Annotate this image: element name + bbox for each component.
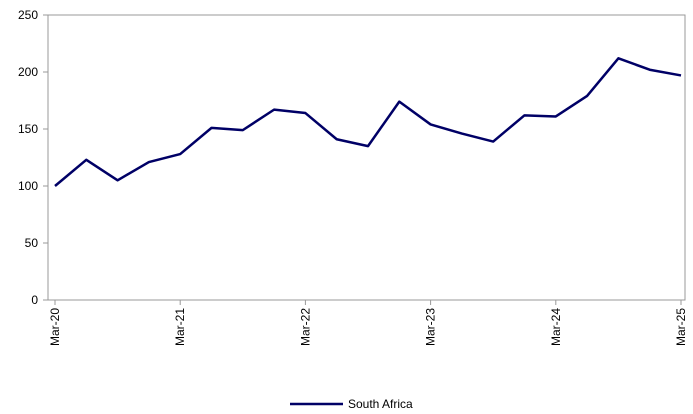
x-tick-label: Mar-21: [173, 308, 187, 346]
y-tick-label: 100: [18, 179, 38, 193]
x-tick-label: Mar-25: [674, 308, 688, 346]
x-tick-label: Mar-20: [48, 308, 62, 346]
plot-frame: [47, 14, 686, 301]
y-tick-label: 150: [18, 122, 38, 136]
x-tick-label: Mar-24: [549, 308, 563, 346]
line: [54, 57, 682, 187]
y-tick-label: 50: [25, 236, 39, 250]
x-tick-label: Mar-23: [424, 308, 438, 346]
x-tick-label: Mar-22: [298, 308, 312, 346]
y-tick-label: 200: [18, 65, 38, 79]
legend-label: South Africa: [348, 397, 413, 411]
y-tick-label: 0: [31, 293, 38, 307]
y-tick-label: 250: [18, 8, 38, 22]
